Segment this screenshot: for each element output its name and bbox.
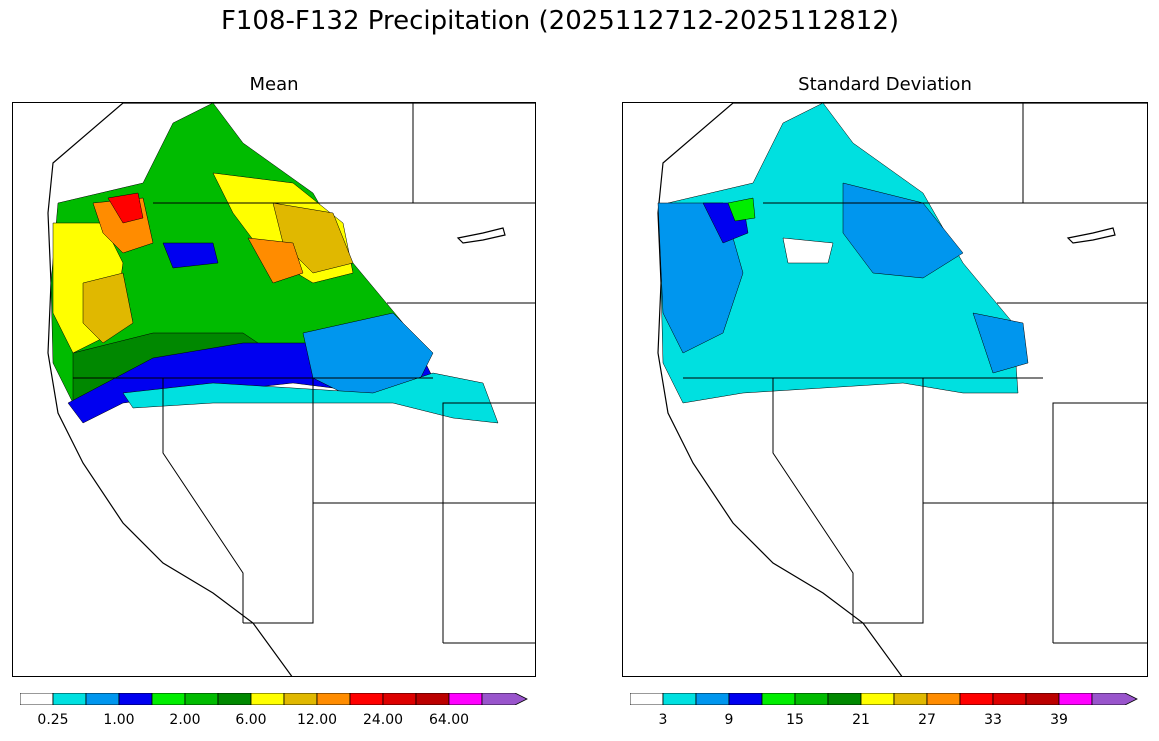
mean-colorbar	[19, 690, 530, 706]
mean-map	[12, 102, 536, 677]
colorbar-segment	[217, 692, 252, 706]
colorbar-segment	[959, 692, 994, 706]
colorbar-tick-label: 15	[786, 712, 804, 728]
state-borders	[683, 103, 1147, 644]
colorbar-segment	[1058, 692, 1093, 706]
colorbar-segment	[481, 692, 528, 706]
colorbar-segment	[827, 692, 862, 706]
std-region-white-patch	[782, 237, 834, 264]
colorbar-segment	[184, 692, 219, 706]
colorbar-segment	[19, 692, 54, 706]
colorbar-segment	[662, 692, 697, 706]
colorbar-tick-label: 2.00	[169, 712, 201, 728]
precip-region-orange-east	[247, 237, 304, 284]
colorbar-segment	[118, 692, 153, 706]
std-region-cyan	[660, 103, 1019, 404]
colorbar-segment	[448, 692, 483, 706]
colorbar-segment	[761, 692, 796, 706]
colorbar-tick-label: 9	[724, 712, 734, 728]
colorbar-segment	[151, 692, 186, 706]
colorbar-segment	[629, 692, 664, 706]
mean-map-canvas	[47, 103, 535, 676]
colorbar-tick-label: 39	[1050, 712, 1068, 728]
std-colorbar	[629, 690, 1140, 706]
colorbar-segment	[316, 692, 351, 706]
colorbar-tick-label: 24.00	[362, 712, 404, 728]
colorbar-segment	[728, 692, 763, 706]
precip-region-gold-east	[272, 202, 354, 274]
colorbar-segment	[860, 692, 895, 706]
colorbar-segment	[794, 692, 829, 706]
colorbar-segment	[893, 692, 928, 706]
colorbar-segment	[1091, 692, 1138, 706]
colorbar-segment	[283, 692, 318, 706]
colorbar-tick-label: 3	[658, 712, 668, 728]
colorbar-segment	[250, 692, 285, 706]
lake	[1066, 227, 1116, 244]
colorbar-segment	[382, 692, 417, 706]
colorbar-segment	[926, 692, 961, 706]
mean-panel-title: Mean	[249, 74, 299, 95]
std-map	[622, 102, 1148, 677]
colorbar-tick-label: 12.00	[296, 712, 338, 728]
colorbar-segment	[349, 692, 384, 706]
std-map-canvas	[657, 103, 1147, 676]
colorbar-tick-label: 33	[984, 712, 1002, 728]
colorbar-segment	[695, 692, 730, 706]
colorbar-segment	[1025, 692, 1060, 706]
state-borders	[73, 103, 535, 644]
std-region-lightblue-east2	[972, 312, 1029, 374]
colorbar-tick-label: 27	[918, 712, 936, 728]
colorbar-segment	[85, 692, 120, 706]
colorbar-segment	[415, 692, 450, 706]
colorbar-tick-label: 64.00	[428, 712, 470, 728]
precip-region-gold	[82, 272, 134, 344]
colorbar-tick-label: 1.00	[103, 712, 135, 728]
precip-region-cyan	[122, 372, 499, 424]
std-region-green	[727, 197, 756, 222]
colorbar-tick-label: 0.25	[37, 712, 69, 728]
lake	[456, 227, 506, 244]
colorbar-tick-label: 21	[852, 712, 870, 728]
precip-region-red	[107, 192, 144, 224]
std-panel-title: Standard Deviation	[798, 74, 972, 95]
figure-title: F108-F132 Precipitation (2025112712-2025…	[220, 6, 900, 36]
colorbar-tick-label: 6.00	[235, 712, 267, 728]
colorbar-segment	[992, 692, 1027, 706]
precip-region-blue-inland	[162, 242, 219, 269]
colorbar-segment	[52, 692, 87, 706]
